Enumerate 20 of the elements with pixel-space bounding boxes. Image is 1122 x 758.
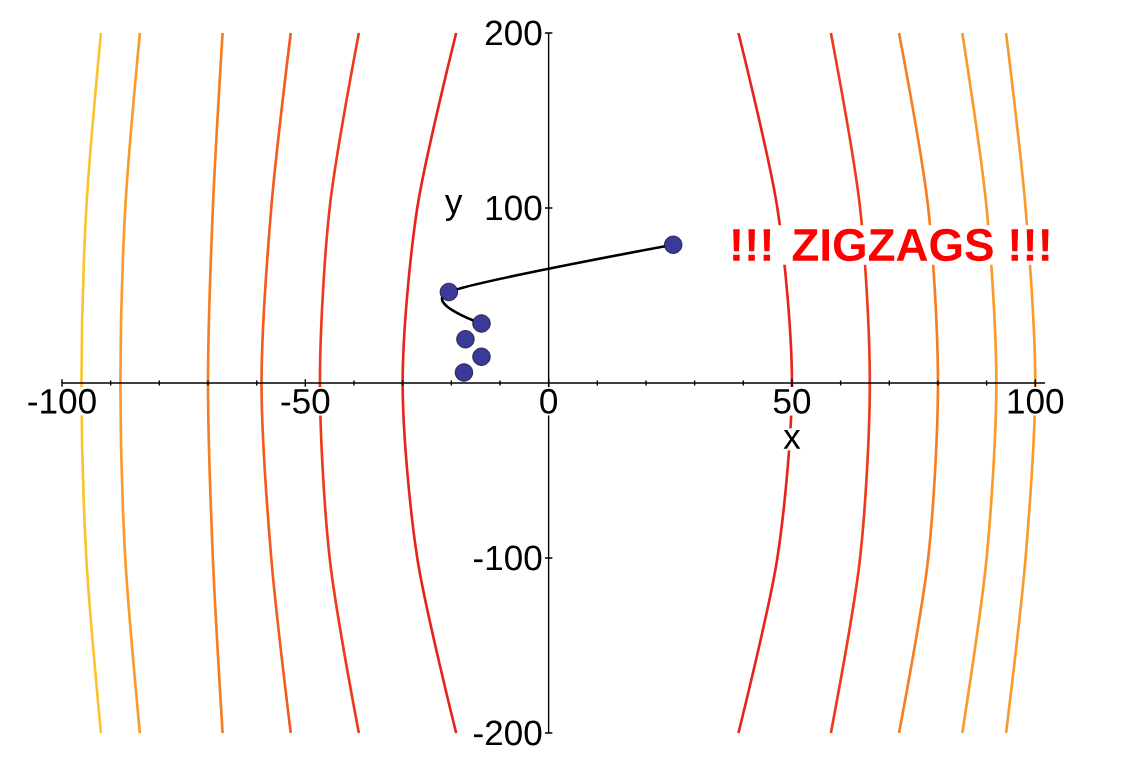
point bbox=[456, 330, 475, 349]
y-tick-label: -100 bbox=[474, 545, 542, 571]
annotation: !!! ZIGZAGS !!! bbox=[733, 228, 1049, 262]
x-tick-label: 0 bbox=[540, 388, 558, 414]
line-series bbox=[119, 31, 142, 735]
x-tick-label: 100 bbox=[1008, 388, 1064, 414]
x-tick-label: -50 bbox=[281, 388, 330, 414]
point bbox=[664, 235, 683, 254]
y-axis-title: y bbox=[444, 195, 463, 221]
point bbox=[439, 282, 459, 302]
point bbox=[454, 363, 474, 382]
x-tick-label: -100 bbox=[28, 388, 96, 414]
point bbox=[472, 314, 491, 333]
y-tick-label: 100 bbox=[486, 195, 542, 221]
x-tick-label: 50 bbox=[773, 388, 811, 414]
y-tick-label: 200 bbox=[485, 20, 542, 46]
point bbox=[472, 347, 491, 366]
x-axis-title: x bbox=[783, 430, 801, 449]
y-tick-label: -200 bbox=[474, 720, 542, 746]
line-series bbox=[206, 31, 224, 735]
